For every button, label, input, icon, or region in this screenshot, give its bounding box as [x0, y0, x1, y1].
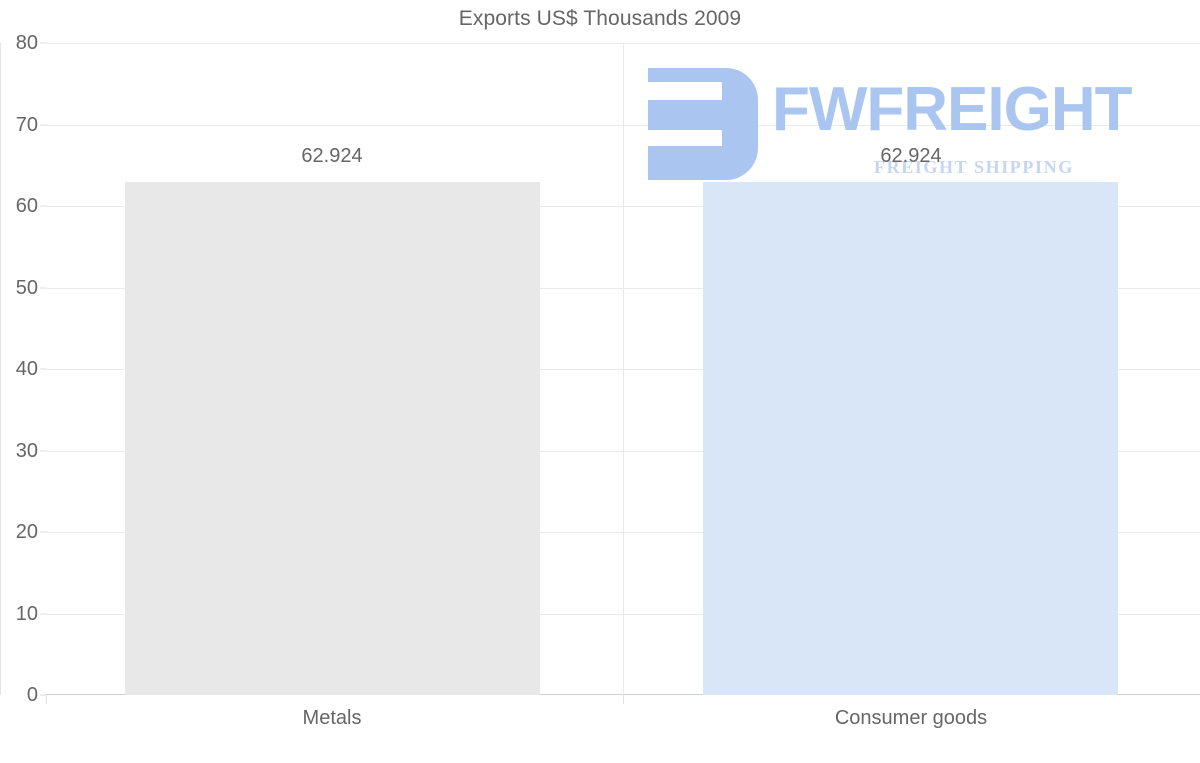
y-tick-mark: [40, 287, 47, 288]
y-tick-mark: [40, 531, 47, 533]
bar-metals[interactable]: [125, 182, 540, 695]
x-axis-label-metals: Metals: [302, 707, 362, 729]
y-tick-label: 40: [15, 358, 38, 380]
y-axis-line-extension: [46, 695, 47, 704]
y-tick-mark: [40, 205, 47, 207]
y-tick-mark: [40, 368, 47, 370]
y-axis: 80 70 60 50 40 30 20 10 0: [0, 0, 38, 763]
bar-consumer-goods[interactable]: [703, 182, 1118, 695]
y-tick-label: 0: [26, 684, 38, 706]
y-tick-mark: [40, 42, 47, 44]
y-tick-label: 70: [15, 113, 38, 136]
category-divider-gridline: [623, 43, 624, 695]
y-tick-mark: [40, 124, 47, 125]
value-label-metals: 62.924: [301, 145, 363, 167]
y-tick-label: 20: [15, 521, 38, 543]
plot-area: [46, 43, 1200, 695]
y-axis-line: [0, 43, 1, 695]
y-tick-mark: [40, 450, 47, 451]
y-tick-label: 10: [15, 602, 38, 625]
value-label-consumer-goods: 62.924: [880, 145, 942, 167]
y-tick-mark: [40, 694, 47, 696]
y-tick-label: 30: [15, 439, 38, 462]
y-tick-label: 60: [15, 195, 38, 217]
category-divider-tick: [623, 695, 624, 704]
y-tick-mark: [40, 613, 47, 614]
y-tick-label: 80: [15, 32, 38, 54]
x-axis-label-consumer-goods: Consumer goods: [834, 707, 988, 729]
y-tick-label: 50: [15, 276, 38, 299]
chart-title: Exports US$ Thousands 2009: [458, 7, 742, 30]
